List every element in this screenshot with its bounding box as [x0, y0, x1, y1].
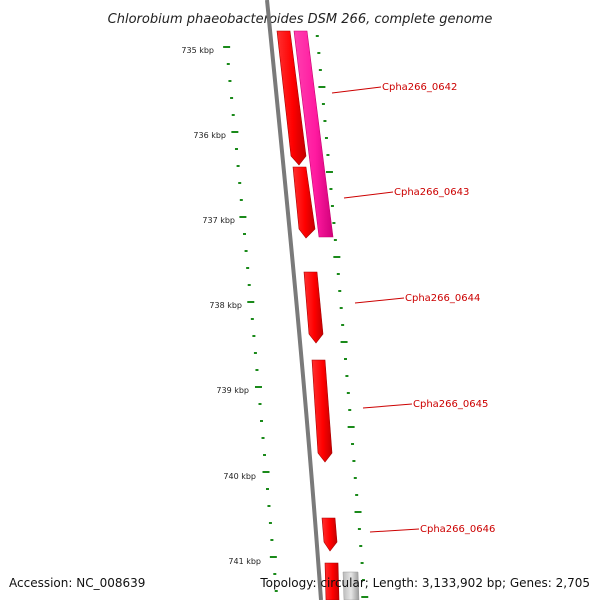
gene-label[interactable]: Cpha266_0644	[405, 293, 480, 304]
gene-feature-pink[interactable]	[293, 30, 334, 238]
genome-summary-text: Topology: circular; Length: 3,133,902 bp…	[259, 576, 590, 590]
gene-label[interactable]: Cpha266_0646	[420, 524, 495, 535]
gene-labels: Cpha266_0642 Cpha266_0643 Cpha266_0644 C…	[382, 82, 495, 535]
scale-tick-label: 739 kbp	[216, 386, 249, 395]
gene-features	[276, 30, 360, 600]
scale-tick-labels: 735 kbp 736 kbp 737 kbp 738 kbp 739 kbp …	[181, 46, 261, 566]
leader-line	[343, 191, 394, 199]
genome-backbone	[265, 0, 323, 600]
scale-tick-label: 735 kbp	[181, 46, 214, 55]
leader-line	[369, 528, 420, 533]
gene-arrow[interactable]	[321, 517, 338, 552]
gene-label[interactable]: Cpha266_0643	[394, 187, 469, 198]
scale-tick-label: 736 kbp	[193, 131, 226, 140]
gene-arrow[interactable]	[303, 271, 324, 344]
gene-arrow[interactable]	[276, 30, 307, 166]
scale-tick-label: 737 kbp	[202, 216, 235, 225]
scale-tick-label: 741 kbp	[228, 557, 261, 566]
scale-tick-label: 738 kbp	[209, 301, 242, 310]
gene-label[interactable]: Cpha266_0642	[382, 82, 457, 93]
gene-leader-lines	[331, 86, 420, 533]
scale-ring-inner	[315, 35, 369, 598]
leader-line	[362, 403, 413, 409]
accession-text: Accession: NC_008639	[9, 576, 145, 590]
leader-line	[354, 297, 405, 304]
gene-label[interactable]: Cpha266_0645	[413, 399, 488, 410]
gene-feature-gray[interactable]	[342, 571, 360, 600]
scale-tick-label: 740 kbp	[223, 472, 256, 481]
gene-feature-partial[interactable]	[324, 562, 340, 600]
map-title: Chlorobium phaeobacteroides DSM 266, com…	[108, 12, 493, 27]
scale-ring-outer	[223, 46, 278, 592]
gene-arrow[interactable]	[292, 166, 316, 239]
gene-arrow[interactable]	[311, 359, 333, 463]
leader-line	[331, 86, 382, 94]
